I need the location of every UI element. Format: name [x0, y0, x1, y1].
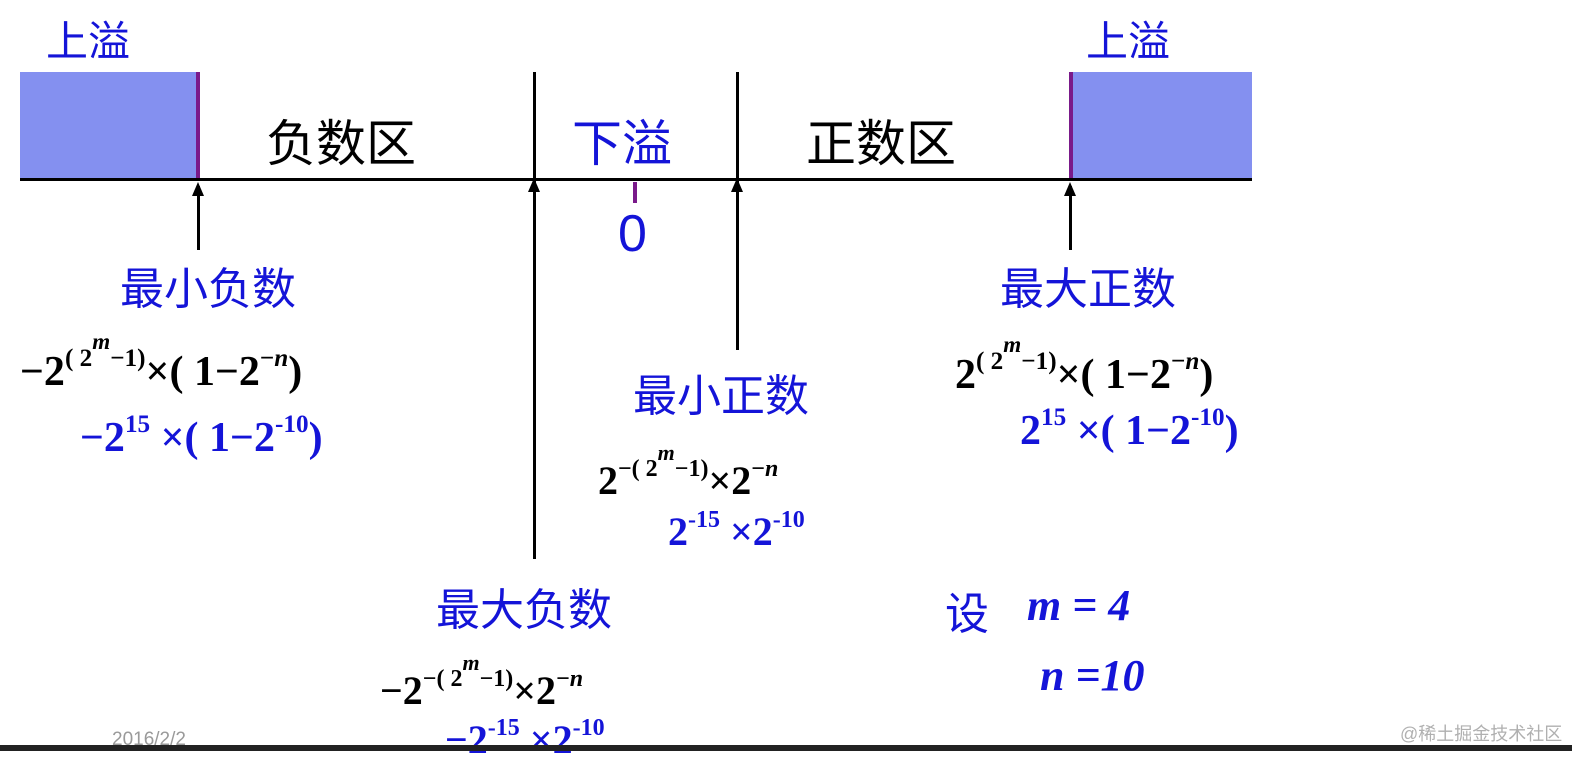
- formula-term: 2: [668, 509, 688, 554]
- formula-exponent: −1): [479, 666, 514, 693]
- max-positive-arrow-shaft: [1069, 186, 1072, 250]
- formula-term: 2: [598, 458, 618, 504]
- overflow-left-label: 上溢: [46, 17, 131, 66]
- assumption-prefix: 设: [945, 589, 989, 640]
- zero-tick: [633, 182, 637, 203]
- formula-exponent: m: [462, 650, 480, 675]
- formula-exponent: −( 2: [422, 666, 463, 693]
- formula-term: ×2: [519, 717, 573, 762]
- max-negative-line: [533, 72, 536, 559]
- formula-term: ×( 1−2: [150, 414, 275, 461]
- formula-term: ×2: [513, 668, 557, 714]
- formula-term: 2: [955, 351, 976, 398]
- negative-boundary-line: [196, 72, 200, 180]
- assumption-n: n =10: [1040, 651, 1145, 700]
- formula-term: −2: [80, 414, 125, 461]
- formula-exponent: ( 2: [64, 344, 93, 372]
- max-positive-example: 215 ×( 1−2-10): [1020, 405, 1239, 452]
- watermark: @稀土掘金技术社区: [1400, 724, 1563, 744]
- formula-exponent: m: [657, 440, 675, 465]
- min-negative-arrow-shaft: [197, 186, 200, 250]
- assumption-m: m = 4: [1027, 581, 1131, 630]
- min-negative-arrow-icon: [192, 182, 204, 196]
- max-negative-example: −2-15 ×2-10: [445, 716, 605, 760]
- formula-exponent: m: [1003, 331, 1022, 357]
- formula-exponent: −1): [110, 344, 146, 372]
- positive-region-label: 正数区: [806, 115, 956, 173]
- formula-exponent: −: [556, 666, 570, 693]
- formula-term: ×2: [720, 509, 773, 554]
- number-axis: [20, 178, 1252, 181]
- min-positive-line: [736, 72, 739, 350]
- min-negative-formula: −2( 2m−1)×( 1−2−n): [20, 328, 303, 395]
- bottom-bar: [0, 745, 1572, 751]
- formula-exponent: n: [764, 456, 779, 483]
- formula-exponent: -10: [1191, 404, 1225, 431]
- formula-exponent: 15: [1041, 404, 1067, 431]
- formula-exponent: m: [92, 328, 111, 354]
- formula-term: ): [308, 414, 323, 461]
- formula-exponent: 15: [124, 411, 151, 438]
- formula-term: −2: [20, 348, 65, 395]
- overflow-left-region: [20, 72, 198, 180]
- formula-exponent: −: [259, 344, 275, 372]
- min-positive-label: 最小正数: [633, 371, 809, 422]
- formula-exponent: n: [274, 344, 289, 372]
- formula-term: ): [288, 348, 303, 395]
- min-negative-example: −215 ×( 1−2-10): [80, 412, 323, 459]
- min-positive-formula: 2−( 2m−1)×2−n: [598, 442, 778, 501]
- formula-exponent: n: [1185, 347, 1200, 375]
- formula-exponent: −: [1170, 347, 1186, 375]
- max-positive-arrow-icon: [1064, 182, 1076, 196]
- formula-exponent: −1): [674, 456, 709, 483]
- formula-exponent: −( 2: [618, 456, 658, 483]
- max-positive-label: 最大正数: [1000, 264, 1176, 315]
- formula-term: −2: [445, 717, 488, 762]
- overflow-right-label: 上溢: [1086, 17, 1171, 66]
- formula-exponent: -15: [688, 507, 720, 533]
- formula-exponent: -10: [572, 715, 605, 741]
- min-positive-example: 2-15 ×2-10: [668, 508, 805, 552]
- formula-term: ×2: [708, 458, 752, 504]
- negative-region-label: 负数区: [266, 115, 416, 173]
- positive-boundary-line: [1069, 72, 1073, 180]
- max-positive-formula: 2( 2m−1)×( 1−2−n): [955, 331, 1214, 398]
- formula-exponent: -10: [772, 507, 805, 533]
- formula-term: ×( 1−2: [145, 348, 260, 395]
- formula-term: ): [1224, 407, 1239, 454]
- formula-term: −2: [380, 668, 423, 714]
- formula-term: ×( 1−2: [1066, 407, 1192, 454]
- formula-term: ): [1199, 351, 1214, 398]
- min-positive-arrow-icon: [731, 178, 743, 192]
- formula-exponent: -15: [487, 715, 520, 741]
- zero-label: 0: [618, 205, 647, 263]
- slide-date: 2016/2/2: [112, 729, 186, 750]
- formula-exponent: -10: [274, 411, 309, 438]
- formula-term: ×( 1−2: [1056, 351, 1171, 398]
- formula-exponent: −: [751, 456, 765, 483]
- formula-exponent: −1): [1021, 347, 1057, 375]
- formula-exponent: n: [569, 666, 584, 693]
- max-negative-arrow-icon: [528, 178, 540, 192]
- max-negative-formula: −2−( 2m−1)×2−n: [380, 652, 583, 711]
- min-negative-label: 最小负数: [120, 264, 296, 315]
- overflow-right-region: [1070, 72, 1252, 180]
- formula-term: 2: [1020, 407, 1041, 454]
- formula-exponent: ( 2: [976, 347, 1004, 375]
- max-negative-label: 最大负数: [436, 585, 612, 636]
- underflow-region-label: 下溢: [572, 115, 672, 173]
